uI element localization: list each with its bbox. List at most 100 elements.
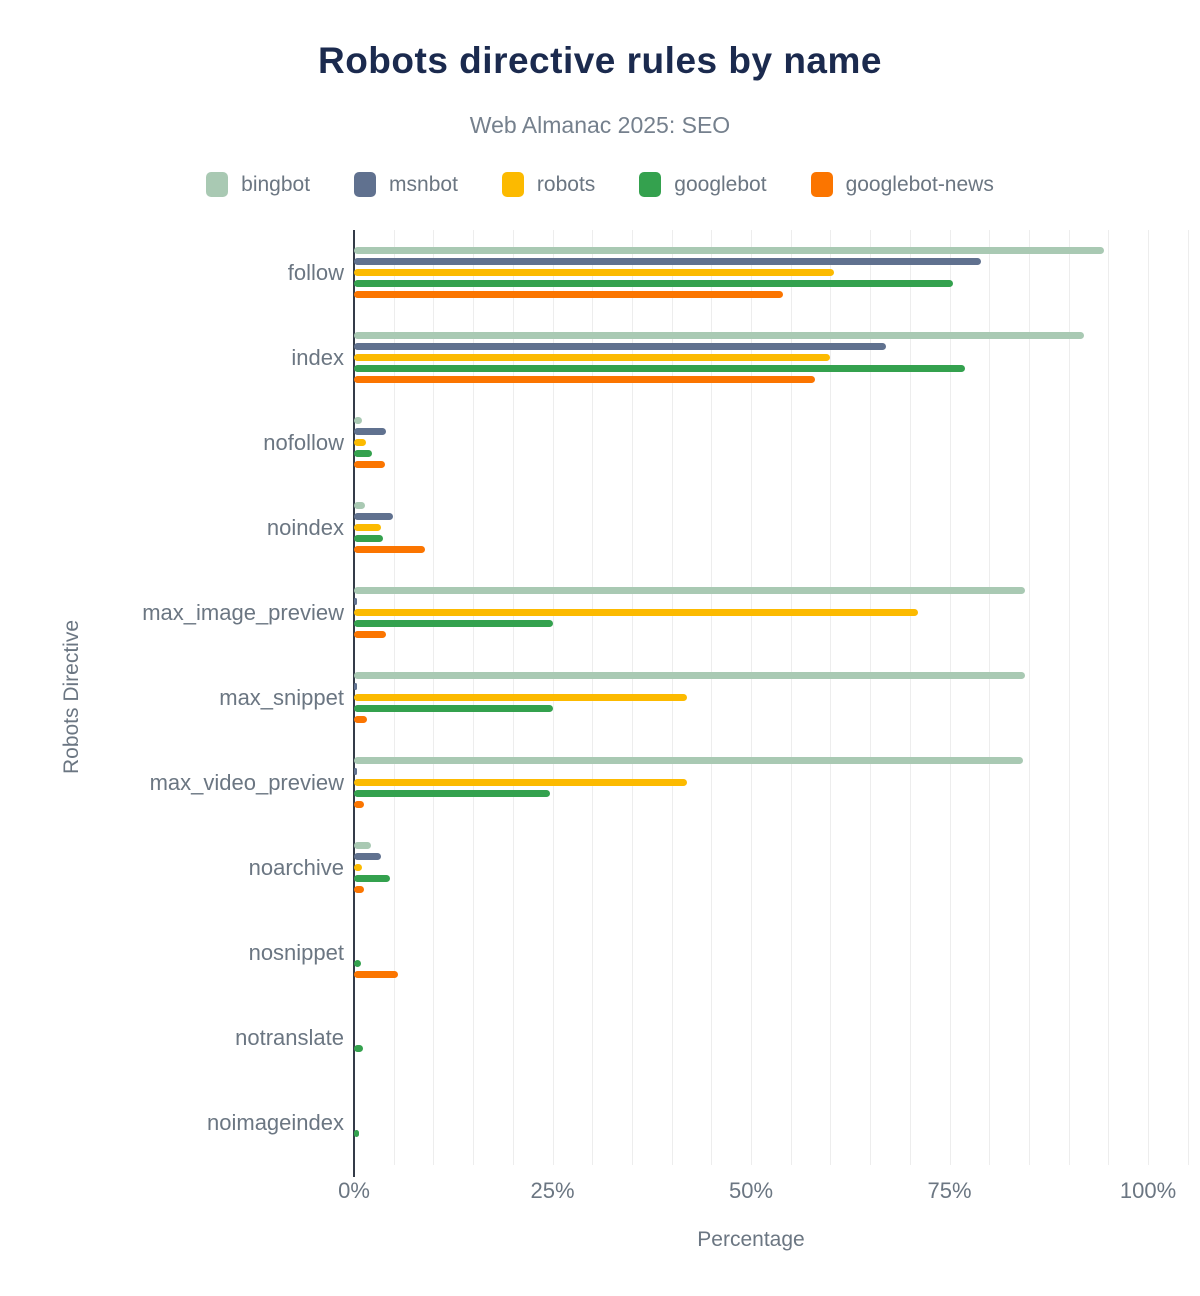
x-tick-25%: 25% — [530, 1178, 575, 1203]
bar-max_snippet-msnbot — [354, 683, 358, 690]
bar-group-max_snippet — [354, 655, 1148, 740]
bar-group-max_image_preview — [354, 570, 1148, 655]
legend-swatch-robots — [501, 172, 524, 197]
chart-subtitle: Web Almanac 2025: SEO — [469, 112, 731, 138]
bar-nofollow-googlebot-news — [354, 461, 385, 468]
x-tick-75%: 75% — [927, 1178, 972, 1203]
legend-item-bingbot: bingbot — [206, 172, 310, 197]
bar-noindex-msnbot — [354, 513, 393, 520]
bar-noarchive-msnbot — [354, 853, 381, 860]
bar-nofollow-googlebot — [354, 450, 373, 457]
bar-noindex-robots — [354, 524, 381, 531]
legend-item-msnbot: msnbot — [354, 172, 458, 197]
bar-noarchive-googlebot — [354, 875, 390, 882]
bar-nosnippet-googlebot-news — [354, 971, 398, 978]
gridline — [870, 230, 872, 1165]
bar-group-noimageindex — [354, 1080, 1148, 1165]
bar-max_image_preview-googlebot-news — [354, 631, 386, 638]
legend-label: robots — [536, 172, 596, 196]
category-label-follow: follow — [287, 259, 344, 285]
x-axis-zero-tick — [353, 1165, 355, 1177]
bar-max_video_preview-msnbot — [354, 768, 358, 775]
bar-nofollow-bingbot — [354, 417, 362, 424]
bar-max_video_preview-bingbot — [354, 757, 1024, 764]
plot-area — [353, 230, 1189, 1177]
bar-index-robots — [354, 354, 831, 361]
category-label-max_snippet: max_snippet — [219, 684, 344, 710]
bar-follow-bingbot — [354, 247, 1105, 254]
bar-group-nosnippet — [354, 910, 1148, 995]
legend-label: googlebot-news — [845, 172, 994, 196]
category-label-notranslate: notranslate — [235, 1024, 344, 1050]
category-label-noarchive: noarchive — [248, 854, 344, 880]
bar-noimageindex-googlebot — [354, 1130, 359, 1137]
gridline — [751, 230, 752, 1165]
x-axis-ticks: 0% 25% 50% 75% 100% — [338, 1178, 1176, 1206]
x-tick-0%: 0% — [338, 1178, 370, 1203]
bar-group-follow — [354, 230, 1148, 315]
bar-group-max_video_preview — [354, 740, 1148, 825]
bar-max_snippet-googlebot — [354, 705, 553, 712]
legend-label: googlebot — [674, 172, 767, 196]
bar-max_video_preview-googlebot-news — [354, 801, 364, 808]
bar-index-msnbot — [354, 343, 886, 350]
bar-notranslate-googlebot — [354, 1045, 363, 1052]
bar-noindex-bingbot — [354, 502, 366, 509]
bar-index-googlebot-news — [354, 376, 815, 383]
bar-nosnippet-googlebot — [354, 960, 362, 967]
bar-max_image_preview-msnbot — [354, 598, 358, 605]
bar-max_snippet-robots — [354, 694, 688, 701]
bar-follow-msnbot — [354, 258, 982, 265]
gridline — [830, 230, 832, 1165]
bar-max_image_preview-googlebot — [354, 620, 553, 627]
legend-swatch-msnbot — [354, 172, 377, 197]
gridline — [1028, 230, 1030, 1165]
category-label-noimageindex: noimageindex — [207, 1109, 344, 1135]
category-label-max_video_preview: max_video_preview — [149, 769, 344, 795]
bar-nofollow-robots — [354, 439, 366, 446]
gridline — [1148, 230, 1149, 1165]
y-axis-title: Robots Directive — [60, 619, 83, 775]
gridline — [989, 230, 991, 1165]
category-label-nofollow: nofollow — [263, 429, 344, 455]
legend-label: msnbot — [389, 172, 458, 196]
gridline — [1187, 230, 1189, 1165]
bar-group-notranslate — [354, 995, 1148, 1080]
bar-noarchive-robots — [354, 864, 362, 871]
bar-group-noindex — [354, 485, 1148, 570]
gridline — [711, 230, 713, 1165]
bar-max_image_preview-bingbot — [354, 587, 1025, 594]
category-label-noindex: noindex — [266, 514, 344, 540]
bar-index-bingbot — [354, 332, 1085, 339]
bar-noarchive-bingbot — [354, 842, 372, 849]
gridline — [1068, 230, 1070, 1165]
bar-noindex-googlebot — [354, 535, 384, 542]
chart-title: Robots directive rules by name — [317, 40, 882, 81]
y-axis-category-labels: follow index nofollow noindex max_image_prev… — [0, 230, 344, 1165]
legend-item-robots: robots — [501, 172, 596, 197]
bar-follow-googlebot-news — [354, 291, 783, 298]
x-tick-100%: 100% — [1119, 1178, 1177, 1203]
legend-label: bingbot — [241, 172, 311, 196]
bar-nofollow-msnbot — [354, 428, 386, 435]
bar-max_video_preview-robots — [354, 779, 688, 786]
gridline — [1108, 230, 1110, 1165]
legend-item-googlebot: googlebot — [639, 172, 767, 197]
bar-follow-robots — [354, 269, 835, 276]
gridline — [909, 230, 911, 1165]
bar-group-nofollow — [354, 400, 1148, 485]
bar-max_image_preview-robots — [354, 609, 918, 616]
category-label-index: index — [291, 344, 344, 370]
bar-index-googlebot — [354, 365, 966, 372]
category-label-max_image_preview: max_image_preview — [142, 599, 344, 625]
bar-group-noarchive — [354, 825, 1148, 910]
legend-swatch-googlebot-news — [810, 172, 833, 197]
bar-group-index — [354, 315, 1148, 400]
gridline — [790, 230, 792, 1165]
bar-follow-googlebot — [354, 280, 954, 287]
x-axis-title: Percentage — [697, 1228, 805, 1251]
legend-swatch-bingbot — [206, 172, 229, 197]
bar-max_snippet-googlebot-news — [354, 716, 368, 723]
bar-max_snippet-bingbot — [354, 672, 1025, 679]
